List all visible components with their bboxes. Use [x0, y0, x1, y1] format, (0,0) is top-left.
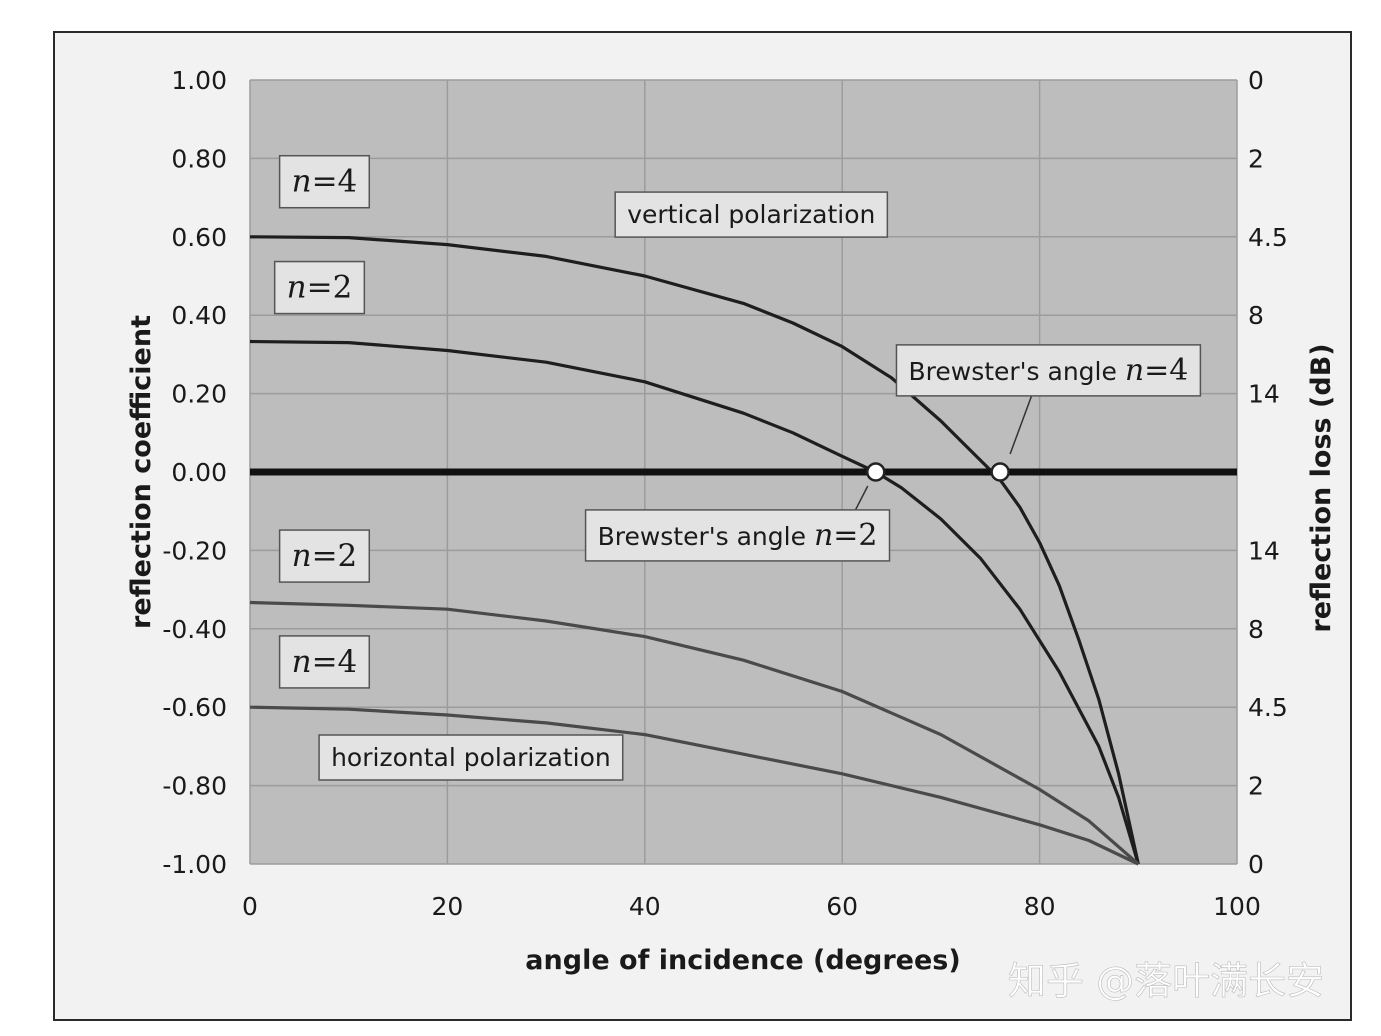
y-tick-label: -0.40: [162, 615, 227, 644]
y-tick-label: 1.00: [171, 66, 227, 95]
series-line-horizontal-n2: [249, 600, 1140, 866]
annotation-italic: n: [292, 164, 312, 200]
annotation-box: [278, 529, 371, 583]
annotation-text: n=2: [287, 270, 353, 306]
y-axis-title: reflection coefficient: [126, 315, 157, 629]
annotation-italic: n: [292, 644, 312, 680]
annotation-text: Brewster's angle n=4: [908, 353, 1188, 388]
y-tick-label: 0.80: [171, 144, 227, 173]
annotation-box: [278, 635, 371, 689]
x-axis-title: angle of incidence (degrees): [525, 945, 960, 976]
y2-tick-label: 0: [1248, 66, 1264, 95]
y2-tick-label: 14: [1248, 380, 1280, 409]
annotation-text: n=4: [292, 164, 358, 200]
y-tick-label: 0.00: [171, 458, 227, 487]
y-tick-labels: 1.00 0.80 0.60 0.40 0.20 0.00 -0.20 -0.40 -0.60 -…: [162, 66, 227, 879]
brewster-points: [866, 462, 1010, 482]
x-tick-label: 100: [1213, 892, 1261, 921]
y2-tick-label: 8: [1248, 615, 1264, 644]
x-tick-label: 60: [826, 892, 858, 921]
y2-tick-label: 4.5: [1248, 223, 1288, 252]
annotation-box: [614, 191, 889, 238]
x-tick-labels: 0 20 40 60 80 100: [242, 892, 1261, 921]
annotation-box: [273, 260, 366, 315]
x-tick-label: 80: [1024, 892, 1056, 921]
y2-tick-label: 14: [1248, 536, 1280, 565]
y2-tick-label: 4.5: [1248, 693, 1288, 722]
y2-tick-labels: 0 2 4.5 8 14 14 8 4.5 2 0: [1248, 66, 1288, 879]
series-line-horizontal-n4: [249, 705, 1139, 866]
annotation-n2-horizontal: n=2: [278, 529, 371, 583]
y-tick-label: -1.00: [162, 850, 227, 879]
annotation-box: [895, 344, 1202, 397]
annotation-horizontal-polarization: horizontal polarization: [318, 734, 624, 781]
y2-tick-label: 8: [1248, 301, 1264, 330]
annotation-box: [278, 154, 371, 209]
y-tick-label: -0.60: [162, 693, 227, 722]
y2-tick-label: 0: [1248, 850, 1264, 879]
annotation-prefix: Brewster's angle: [598, 522, 814, 551]
y-tick-label: -0.80: [162, 772, 227, 801]
y2-tick-label: 2: [1248, 144, 1264, 173]
y-tick-label: 0.60: [171, 223, 227, 252]
annotation-italic: n: [814, 518, 833, 553]
annotation-italic: n: [1125, 353, 1144, 388]
annotation-italic: n: [292, 538, 312, 574]
annotation-n4-horizontal: n=4: [278, 635, 371, 689]
annotation-box: [318, 734, 624, 781]
annotation-suffix: =2: [307, 270, 353, 306]
annotation-n2-vertical: n=2: [273, 260, 366, 315]
annotation-text: vertical polarization: [627, 200, 875, 229]
annotation-text: n=4: [292, 644, 358, 680]
annotation-text: horizontal polarization: [331, 743, 611, 772]
watermark-text: 知乎 @落叶满长安: [1008, 959, 1324, 1003]
x-tick-label: 40: [629, 892, 661, 921]
x-tick-label: 0: [242, 892, 258, 921]
annotation-text: Brewster's angle n=2: [598, 518, 878, 553]
annotation-suffix: =4: [1144, 353, 1188, 388]
series-lines: [249, 235, 1140, 866]
annotation-vertical-polarization: vertical polarization: [614, 191, 889, 238]
y-tick-label: 0.40: [171, 301, 227, 330]
annotation-n4-vertical: n=4: [278, 154, 371, 209]
annotation-brewster-n2: Brewster's angle n=2: [584, 509, 891, 562]
annotation-suffix: =2: [833, 518, 877, 553]
y2-tick-label: 2: [1248, 772, 1264, 801]
x-tick-label: 20: [431, 892, 463, 921]
brewster-point-n2: [866, 462, 886, 482]
y2-axis-title: reflection loss (dB): [1306, 343, 1337, 632]
y-tick-label: 0.20: [171, 380, 227, 409]
brewster-point-n4: [990, 462, 1010, 482]
annotation-suffix: =4: [312, 164, 358, 200]
y-tick-label: -0.20: [162, 536, 227, 565]
annotation-box: [584, 509, 891, 562]
annotation-suffix: =4: [312, 644, 358, 680]
annotation-brewster-n4: Brewster's angle n=4: [895, 344, 1202, 397]
annotation-text: n=2: [292, 538, 358, 574]
annotation-prefix: Brewster's angle: [908, 357, 1124, 386]
annotation-italic: n: [287, 270, 307, 306]
annotation-suffix: =2: [312, 538, 358, 574]
series-line-vertical-n4: [249, 235, 1140, 865]
